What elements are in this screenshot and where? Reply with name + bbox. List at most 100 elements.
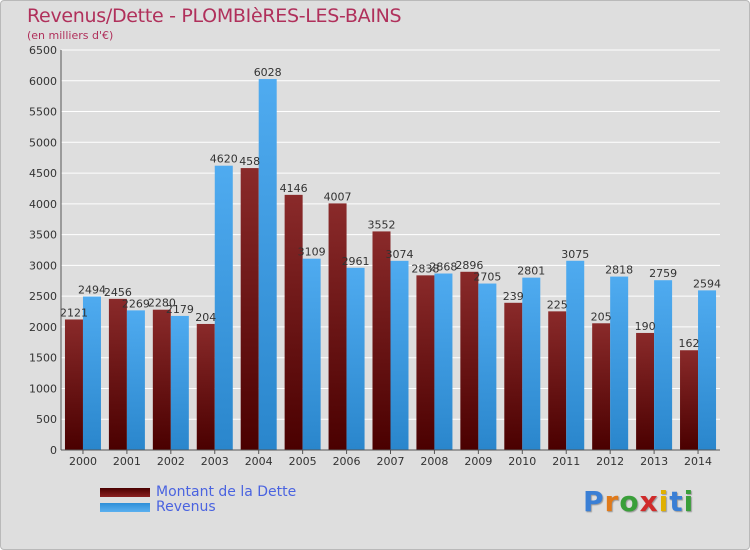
bar-dette (592, 323, 611, 450)
logo-letter: i (683, 485, 695, 518)
legend-swatch-revenus (100, 503, 150, 512)
bar-revenus (302, 258, 321, 450)
data-label-revenus: 6028 (254, 66, 282, 79)
logo-letter: P (583, 485, 605, 518)
bar-revenus (346, 267, 365, 450)
bar-dette (240, 168, 259, 451)
data-label-dette: 239 (503, 290, 524, 303)
data-label-revenus: 2179 (166, 303, 194, 316)
chart-title: Revenus/Dette - PLOMBIèRES-LES-BAINS (27, 5, 402, 27)
data-label-dette: 2456 (104, 286, 132, 299)
data-label-dette: 225 (547, 298, 568, 311)
x-tick-label: 2014 (684, 455, 712, 468)
data-label-dette: 204 (195, 311, 216, 324)
bar-revenus (214, 165, 233, 450)
data-label-revenus: 2961 (342, 255, 370, 268)
logo-letter: i (658, 485, 670, 518)
x-tick-label: 2001 (113, 455, 141, 468)
data-label-dette: 2896 (455, 259, 483, 272)
y-tick-label: 500 (36, 413, 57, 426)
bar-dette (64, 319, 83, 450)
x-tick-label: 2012 (596, 455, 624, 468)
data-label-revenus: 3109 (298, 246, 326, 259)
bar-revenus (522, 277, 541, 450)
x-tick-label: 2013 (640, 455, 668, 468)
data-label-dette: 190 (635, 320, 656, 333)
data-label-revenus: 2594 (693, 277, 721, 290)
bar-dette (460, 271, 479, 450)
data-label-dette: 162 (679, 337, 700, 350)
y-tick-label: 2500 (29, 290, 57, 303)
x-tick-label: 2006 (333, 455, 361, 468)
bar-dette (372, 231, 391, 450)
data-label-revenus: 2705 (473, 271, 501, 284)
logo-letter: t (669, 485, 684, 518)
bar-revenus (390, 260, 409, 450)
bar-revenus (170, 315, 189, 450)
y-tick-label: 0 (50, 444, 57, 457)
bar-dette (284, 194, 303, 450)
data-label-dette: 205 (591, 310, 612, 323)
data-label-dette: 3552 (368, 218, 396, 231)
y-tick-label: 1500 (29, 352, 57, 365)
x-tick-label: 2000 (69, 455, 97, 468)
data-label-revenus: 2868 (429, 261, 457, 274)
logo-letter: o (619, 485, 640, 518)
bar-revenus (610, 276, 629, 450)
data-label-dette: 2121 (60, 306, 88, 319)
y-tick-label: 6500 (29, 44, 57, 57)
bar-dette (504, 302, 523, 450)
data-label-revenus: 4620 (210, 153, 238, 166)
y-tick-label: 4500 (29, 167, 57, 180)
data-label-dette: 4007 (324, 190, 352, 203)
x-tick-label: 2004 (245, 455, 273, 468)
bar-revenus (126, 310, 145, 450)
legend-label-revenus: Revenus (156, 499, 216, 515)
bar-revenus (698, 290, 717, 450)
proxiti-logo: Proxiti (583, 485, 694, 518)
bar-dette (680, 350, 699, 450)
bar-revenus (478, 283, 497, 450)
bar-dette (548, 311, 567, 450)
bar-dette (328, 203, 347, 450)
data-label-revenus: 2801 (517, 265, 545, 278)
x-tick-label: 2011 (552, 455, 580, 468)
data-label-revenus: 2494 (78, 284, 106, 297)
y-tick-label: 5500 (29, 106, 57, 119)
y-tick-label: 5000 (29, 136, 57, 149)
bar-dette (196, 323, 215, 450)
bar-revenus (82, 296, 101, 450)
bar-dette (636, 332, 655, 450)
data-label-revenus: 3075 (561, 248, 589, 261)
y-tick-label: 3000 (29, 259, 57, 272)
data-label-revenus: 2759 (649, 267, 677, 280)
bar-dette (416, 275, 435, 450)
data-label-dette: 2838 (411, 262, 439, 275)
bar-dette (152, 309, 171, 450)
x-tick-label: 2003 (201, 455, 229, 468)
logo-letter: r (604, 485, 620, 518)
data-label-dette: 458 (239, 155, 260, 168)
bar-revenus (434, 273, 453, 450)
y-tick-label: 2000 (29, 321, 57, 334)
logo-letter: x (639, 485, 659, 518)
x-tick-label: 2010 (508, 455, 536, 468)
bar-revenus (654, 280, 673, 450)
data-label-revenus: 2818 (605, 264, 633, 277)
data-label-revenus: 3074 (386, 248, 414, 261)
x-tick-label: 2007 (377, 455, 405, 468)
y-tick-label: 1000 (29, 382, 57, 395)
x-tick-label: 2005 (289, 455, 317, 468)
x-tick-label: 2009 (464, 455, 492, 468)
legend-label-debt: Montant de la Dette (156, 484, 297, 500)
data-label-dette: 2280 (148, 297, 176, 310)
legend-swatch-debt (100, 488, 150, 497)
x-tick-label: 2002 (157, 455, 185, 468)
x-tick-label: 2008 (420, 455, 448, 468)
data-label-revenus: 2269 (122, 297, 150, 310)
y-tick-label: 4000 (29, 198, 57, 211)
bar-dette (108, 298, 127, 450)
y-tick-label: 3500 (29, 229, 57, 242)
data-label-dette: 4146 (280, 182, 308, 195)
